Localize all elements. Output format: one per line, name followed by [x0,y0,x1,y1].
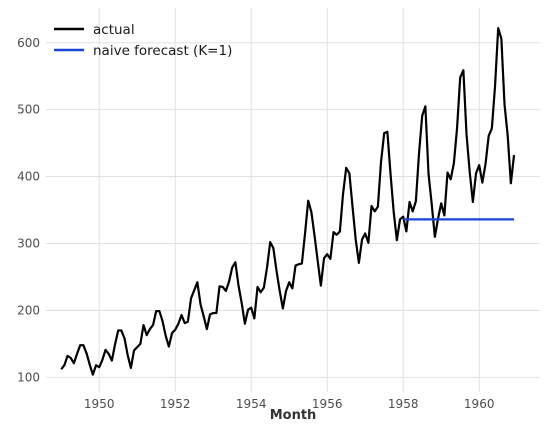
legend: actual naive forecast (K=1) [54,22,232,59]
x-tick-label: 1952 [160,397,191,411]
y-tick-label: 200 [17,303,40,317]
x-axis-label: Month [270,408,317,423]
grid-lines [46,8,540,392]
legend-label-1: naive forecast (K=1) [93,43,232,59]
series-lines [60,26,516,376]
y-tick-label: 100 [17,370,40,384]
y-tick-label: 300 [17,236,40,250]
x-tick-label: 1960 [464,397,495,411]
y-tick-label: 600 [17,36,40,50]
x-tick-labels: 1950 1952 1954 1956 1958 1960 [84,397,495,411]
x-tick-label: 1954 [236,397,267,411]
y-tick-label: 500 [17,103,40,117]
series-line-0 [60,26,516,376]
x-tick-label: 1950 [84,397,115,411]
legend-label-0: actual [93,22,135,38]
x-tick-label: 1958 [388,397,419,411]
y-tick-label: 400 [17,170,40,184]
x-tick-label: 1956 [312,397,343,411]
y-tick-labels: 100 200 300 400 500 600 [17,36,40,384]
